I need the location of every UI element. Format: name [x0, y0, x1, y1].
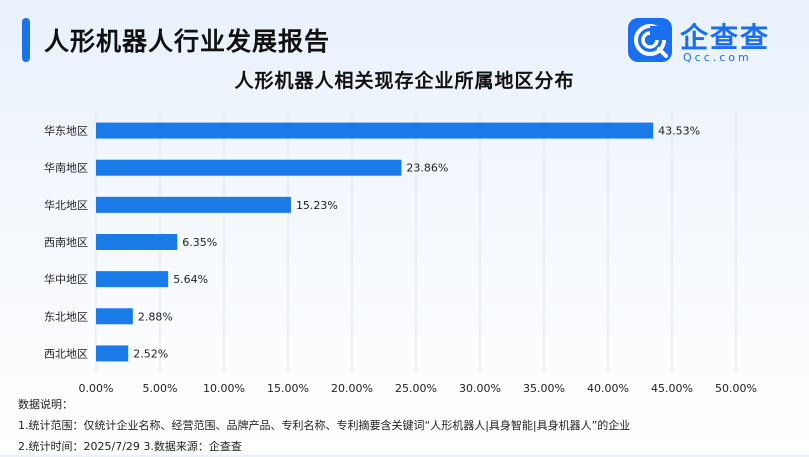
x-tick-label: 20.00% — [331, 382, 373, 395]
bar — [96, 345, 129, 362]
x-tick-label: 45.00% — [651, 382, 693, 395]
category-label: 华南地区 — [44, 161, 88, 175]
category-label: 华北地区 — [44, 198, 88, 212]
header-accent-bar — [22, 18, 30, 62]
x-tick-label: 50.00% — [715, 382, 757, 395]
x-tick-label: 10.00% — [203, 382, 245, 395]
x-tick-label: 5.00% — [143, 382, 178, 395]
bar — [96, 122, 654, 139]
data-label: 15.23% — [296, 199, 338, 212]
qcc-logo-icon — [628, 18, 672, 62]
logo-name: 企查查 — [680, 21, 771, 54]
chart-title: 人形机器人相关现存企业所属地区分布 — [234, 70, 575, 92]
data-label: 6.35% — [182, 236, 217, 249]
bar — [96, 308, 133, 325]
x-tick-label: 25.00% — [395, 382, 437, 395]
bar — [96, 159, 402, 176]
bar — [96, 234, 178, 250]
data-label: 2.88% — [138, 310, 173, 323]
notes-heading: 数据说明： — [18, 398, 73, 411]
x-tick-label: 30.00% — [459, 382, 501, 395]
category-label: 西北地区 — [44, 347, 88, 360]
bar — [96, 196, 291, 213]
category-label: 西南地区 — [44, 236, 88, 249]
notes-line-2: 2.统计时间：2025/7/29 3.数据来源：企查查 — [18, 440, 242, 453]
report-title: 人形机器人行业发展报告 — [44, 27, 331, 56]
x-tick-label: 35.00% — [523, 382, 565, 395]
bar — [96, 271, 169, 288]
x-tick-label: 40.00% — [587, 382, 629, 395]
x-tick-label: 15.00% — [267, 382, 309, 395]
data-label: 43.53% — [658, 125, 700, 138]
data-label: 2.52% — [133, 347, 168, 360]
data-label: 5.64% — [173, 273, 208, 286]
logo-domain: Qcc.com — [683, 51, 752, 64]
data-label: 23.86% — [406, 162, 448, 175]
notes-line-1: 1.统计范围：仅统计企业名称、经营范围、品牌产品、专利名称、专利摘要含关键词“人… — [18, 419, 631, 432]
x-tick-label: 0.00% — [79, 382, 114, 395]
category-label: 东北地区 — [44, 310, 88, 323]
data-notes: 数据说明： 1.统计范围：仅统计企业名称、经营范围、品牌产品、专利名称、专利摘要… — [18, 394, 630, 457]
category-label: 华中地区 — [44, 272, 88, 286]
logo: 企查查 Qcc.com — [628, 18, 788, 68]
category-label: 华东地区 — [44, 124, 88, 138]
